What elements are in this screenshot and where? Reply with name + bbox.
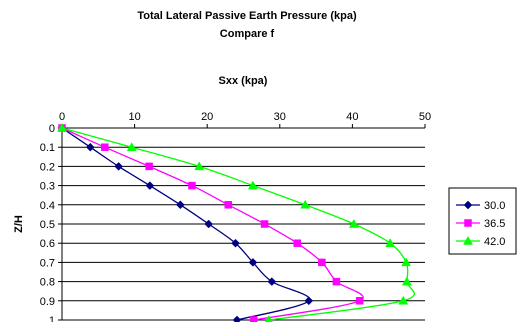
point-36.5-8: [332, 277, 341, 286]
grid: [62, 146, 425, 321]
y-tick-label-6: 0.6: [40, 238, 55, 250]
y-tick-label-5: 0.5: [40, 219, 55, 231]
legend: 30.0 36.5 42.0: [448, 187, 517, 255]
series-36.5: [58, 124, 364, 322]
point-42.0-3: [248, 180, 258, 190]
y-tick-label-3: 0.3: [40, 181, 55, 193]
point-36.5-4: [224, 201, 233, 209]
point-30.0-10: [232, 315, 242, 322]
legend-marker-30.0: [463, 200, 473, 210]
y-tick-label-8: 0.8: [40, 277, 55, 289]
point-36.5-3: [188, 181, 196, 190]
point-42.0-0: [57, 122, 67, 132]
y-tick-label-10: 1: [49, 315, 55, 322]
point-42.0-8: [401, 276, 412, 286]
point-36.5-2: [145, 162, 153, 171]
y-tick-label-0: 0: [49, 123, 55, 135]
y-tick-label-4: 0.4: [40, 200, 55, 212]
legend-label-42.0: 42.0: [484, 236, 505, 248]
x-tick-label-1: 10: [128, 111, 140, 123]
x-tick-label-4: 40: [346, 111, 358, 123]
point-36.5-9: [355, 297, 364, 305]
point-30.0-1: [85, 142, 95, 152]
series-30.0: [57, 123, 314, 322]
point-42.0-10: [264, 314, 273, 322]
point-36.5-5: [260, 220, 269, 228]
point-42.0-5: [348, 218, 359, 228]
point-30.0-4: [175, 200, 185, 210]
y-tick-label-2: 0.2: [40, 161, 55, 173]
y-tick-label-7: 0.7: [40, 257, 55, 269]
legend-marker-36.5: [464, 219, 472, 227]
x-tick-label-0: 0: [59, 111, 65, 123]
chart-subtitle: Compare f: [220, 28, 275, 40]
y-tick-label-1: 0.1: [40, 142, 55, 154]
point-36.5-6: [293, 239, 301, 247]
point-30.0-5: [204, 219, 214, 229]
point-42.0-6: [385, 238, 396, 247]
point-42.0-7: [401, 257, 412, 267]
x-tick-label-2: 20: [201, 111, 213, 123]
legend-label-36.5: 36.5: [484, 218, 505, 230]
point-42.0-4: [300, 199, 311, 209]
point-30.0-8: [267, 277, 277, 286]
legend-marker-42.0: [463, 235, 473, 245]
x-tick-label-3: 30: [274, 111, 286, 123]
point-30.0-9: [304, 296, 314, 306]
series-42.0: [57, 122, 415, 322]
x-axis-label: Sxx (kpa): [219, 75, 268, 87]
legend-label-30.0: 30.0: [484, 200, 505, 212]
point-42.0-2: [194, 161, 205, 171]
chart-title: Total Lateral Passive Earth Pressure (kp…: [137, 10, 357, 22]
point-30.0-6: [231, 238, 240, 248]
point-36.5-7: [318, 258, 326, 267]
y-tick-label-9: 0.9: [40, 296, 55, 308]
point-30.0-2: [114, 162, 123, 171]
legend-box: [448, 187, 517, 255]
point-30.0-7: [248, 258, 258, 267]
y-axis-label: Z/H: [13, 215, 25, 233]
axes: 0 10 20 30 40 50 0 0.1 0.2 0.3 0.4 0.5 0.6 0.7 0.8 0.9 1: [40, 111, 431, 322]
point-42.0-1: [126, 142, 137, 151]
point-30.0-3: [145, 181, 155, 190]
point-36.5-1: [101, 143, 109, 151]
point-42.0-9: [398, 295, 409, 305]
point-36.5-10: [249, 316, 258, 322]
series-layer: [57, 122, 415, 322]
x-tick-label-5: 50: [419, 111, 431, 123]
